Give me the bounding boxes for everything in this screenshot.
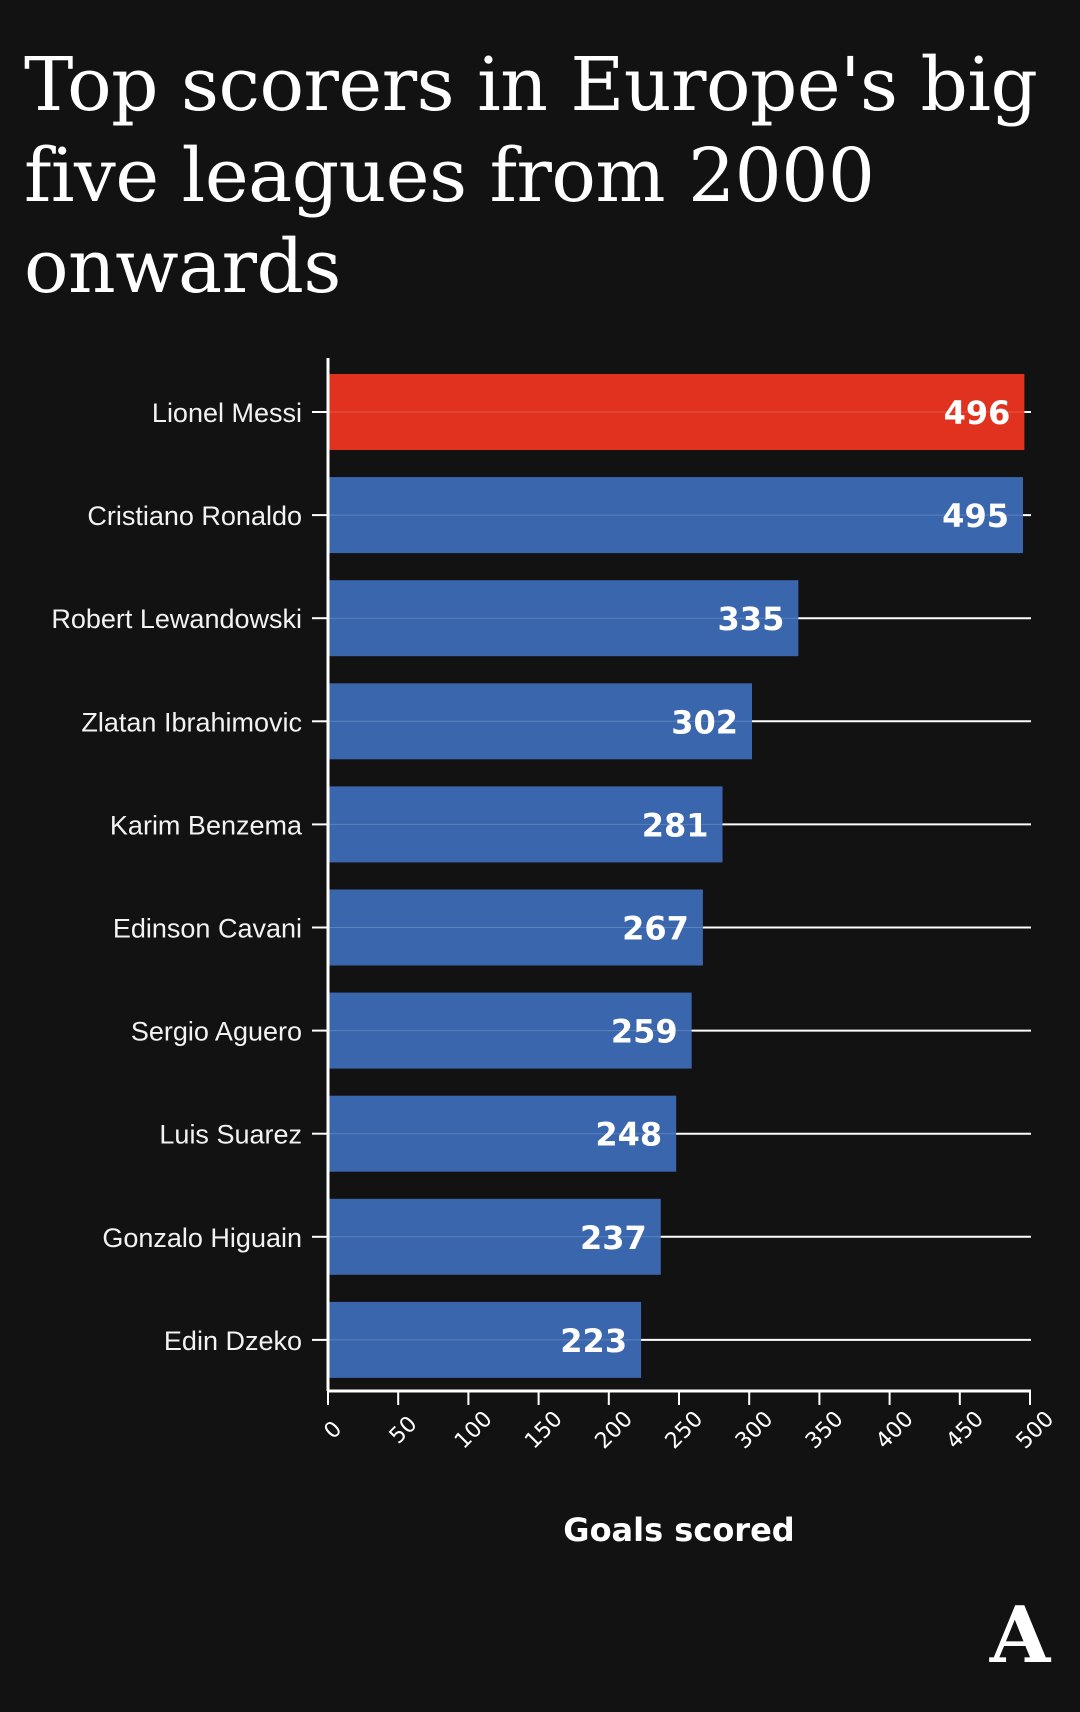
x-tick-label: 350 (801, 1407, 848, 1454)
x-tick-label: 50 (385, 1412, 422, 1449)
bar (329, 992, 692, 1069)
bar (329, 1095, 677, 1172)
bar (329, 1301, 642, 1378)
x-tick-label: 300 (731, 1407, 778, 1454)
bar (329, 786, 723, 863)
category-label: Robert Lewandowski (51, 604, 302, 634)
value-label: 335 (718, 600, 785, 638)
bars (329, 374, 1025, 1378)
bar (329, 374, 1025, 450)
labels: Lionel Messi 496 Cristiano Ronaldo 495 Rober… (51, 394, 1059, 1454)
x-tick-label: 250 (661, 1407, 708, 1454)
x-axis-title: Goals scored (563, 1511, 794, 1549)
bar (329, 683, 753, 760)
x-tick-label: 500 (1012, 1407, 1059, 1454)
x-tick-label: 450 (942, 1407, 989, 1454)
x-tick-label: 0 (320, 1417, 348, 1445)
value-label: 496 (944, 394, 1011, 432)
value-label: 281 (642, 806, 709, 844)
category-label: Edinson Cavani (113, 914, 302, 944)
logo: A (989, 1590, 1051, 1681)
value-label: 267 (622, 910, 689, 948)
chart-title: Top scorers in Europe's big five leagues… (24, 42, 1038, 310)
category-label: Lionel Messi (152, 398, 302, 428)
axes (312, 358, 1031, 1405)
bar (329, 889, 703, 966)
bar (329, 477, 1023, 554)
category-label: Zlatan Ibrahimovic (81, 707, 302, 737)
value-label: 495 (942, 497, 1009, 535)
category-label: Cristiano Ronaldo (87, 501, 302, 531)
bar (329, 580, 799, 657)
bar (329, 1198, 661, 1275)
value-label: 223 (560, 1322, 627, 1360)
x-tick-label: 200 (591, 1407, 638, 1454)
category-label: Sergio Aguero (131, 1017, 302, 1047)
category-label: Luis Suarez (159, 1120, 302, 1150)
value-label: 259 (611, 1013, 678, 1051)
x-tick-label: 400 (871, 1407, 918, 1454)
x-tick-label: 150 (520, 1407, 567, 1454)
value-label: 302 (671, 703, 738, 741)
category-label: Edin Dzeko (164, 1326, 302, 1356)
value-label: 248 (595, 1116, 662, 1154)
category-label: Gonzalo Higuain (102, 1223, 302, 1253)
x-tick-label: 100 (450, 1407, 497, 1454)
value-label: 237 (580, 1219, 647, 1257)
category-label: Karim Benzema (110, 810, 303, 840)
